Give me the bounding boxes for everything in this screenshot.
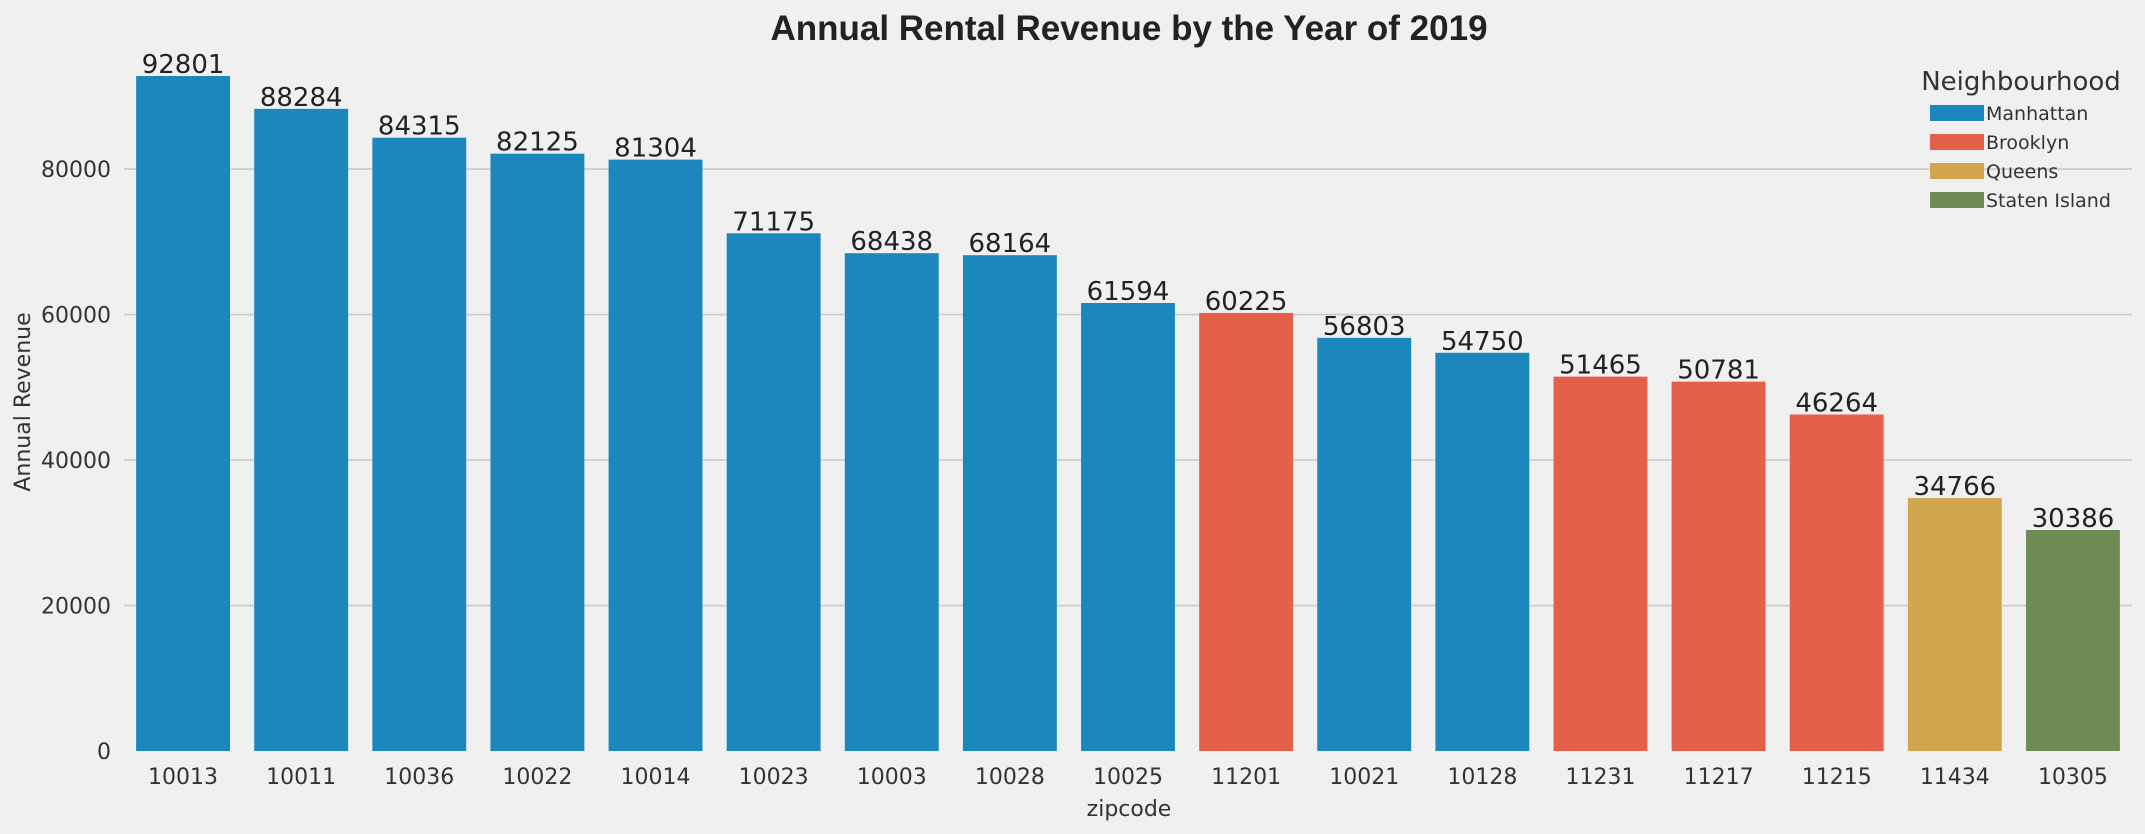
x-tick-label: 10003 bbox=[857, 765, 927, 790]
bar bbox=[1907, 498, 2002, 751]
x-tick-label: 11215 bbox=[1802, 765, 1872, 790]
data-label: 54750 bbox=[1441, 327, 1524, 357]
data-label: 84315 bbox=[378, 112, 461, 142]
y-tick-label: 20000 bbox=[41, 595, 111, 620]
legend-title: Neighbourhood bbox=[1921, 67, 2121, 97]
y-tick-layer: 0 20000 40000 60000 80000 bbox=[41, 158, 111, 765]
legend: Neighbourhood Manhattan Brooklyn Queens Sta… bbox=[1921, 67, 2121, 212]
x-tick-layer: 10013 10011 10036 10022 10014 10023 10003 10028… bbox=[148, 765, 2108, 790]
chart-title: Annual Rental Revenue by the Year of 201… bbox=[770, 9, 1487, 48]
x-tick-label: 11434 bbox=[1920, 765, 1990, 790]
legend-swatch bbox=[1930, 163, 1984, 179]
data-label: 46264 bbox=[1795, 388, 1878, 418]
bar bbox=[1317, 337, 1412, 751]
y-tick-label: 60000 bbox=[41, 304, 111, 329]
bar bbox=[1435, 352, 1530, 751]
legend-entries: Manhattan Brooklyn Queens Staten Island bbox=[1930, 103, 2111, 212]
bar bbox=[1199, 312, 1294, 751]
data-label: 68164 bbox=[969, 229, 1052, 259]
x-tick-label: 11231 bbox=[1565, 765, 1635, 790]
legend-swatch bbox=[1930, 105, 1984, 121]
bar bbox=[962, 255, 1057, 751]
x-tick-label: 10028 bbox=[975, 765, 1045, 790]
data-label: 71175 bbox=[732, 207, 815, 237]
bar bbox=[1671, 381, 1766, 751]
bar bbox=[726, 233, 821, 751]
y-tick-label: 0 bbox=[97, 740, 111, 765]
data-label: 92801 bbox=[142, 50, 225, 80]
x-tick-label: 10013 bbox=[148, 765, 218, 790]
y-axis-label: Annual Revenue bbox=[11, 312, 36, 491]
x-tick-label: 10023 bbox=[739, 765, 809, 790]
bar bbox=[372, 137, 467, 752]
legend-swatch bbox=[1930, 134, 1984, 150]
x-tick-label: 10021 bbox=[1329, 765, 1399, 790]
data-label: 61594 bbox=[1087, 277, 1170, 307]
data-label: 50781 bbox=[1677, 356, 1760, 386]
x-tick-label: 10305 bbox=[2038, 765, 2108, 790]
data-label: 30386 bbox=[2032, 504, 2115, 534]
x-tick-label: 10025 bbox=[1093, 765, 1163, 790]
x-tick-label: 10128 bbox=[1447, 765, 1517, 790]
legend-label: Brooklyn bbox=[1986, 132, 2069, 154]
data-label: 34766 bbox=[1913, 472, 1996, 502]
x-tick-label: 11217 bbox=[1684, 765, 1754, 790]
legend-label: Manhattan bbox=[1986, 103, 2088, 125]
data-label: 82125 bbox=[496, 128, 579, 158]
data-label: 81304 bbox=[614, 134, 697, 164]
x-axis-label: zipcode bbox=[1087, 797, 1172, 822]
data-label: 56803 bbox=[1323, 312, 1406, 342]
x-tick-label: 10022 bbox=[502, 765, 572, 790]
y-tick-label: 40000 bbox=[41, 449, 111, 474]
legend-swatch bbox=[1930, 192, 1984, 208]
x-tick-label: 11201 bbox=[1211, 765, 1281, 790]
bar bbox=[1789, 414, 1884, 751]
bar bbox=[1553, 376, 1648, 751]
legend-label: Queens bbox=[1986, 161, 2058, 183]
bar-layer bbox=[136, 75, 2120, 752]
y-tick-label: 80000 bbox=[41, 158, 111, 183]
data-label-layer: 92801 88284 84315 82125 81304 71175 68438 68164… bbox=[142, 50, 2115, 534]
bar bbox=[490, 153, 585, 751]
bar bbox=[1081, 302, 1175, 751]
bar bbox=[136, 75, 231, 752]
x-tick-label: 10011 bbox=[266, 765, 336, 790]
bar bbox=[844, 253, 939, 751]
bar bbox=[608, 159, 703, 752]
data-label: 68438 bbox=[850, 227, 933, 257]
bar bbox=[2025, 529, 2120, 751]
data-label: 51465 bbox=[1559, 351, 1642, 381]
data-label: 88284 bbox=[260, 83, 343, 113]
bar bbox=[254, 108, 349, 752]
x-tick-label: 10036 bbox=[384, 765, 454, 790]
legend-label: Staten Island bbox=[1986, 190, 2111, 212]
x-tick-label: 10014 bbox=[621, 765, 691, 790]
data-label: 60225 bbox=[1205, 287, 1288, 317]
